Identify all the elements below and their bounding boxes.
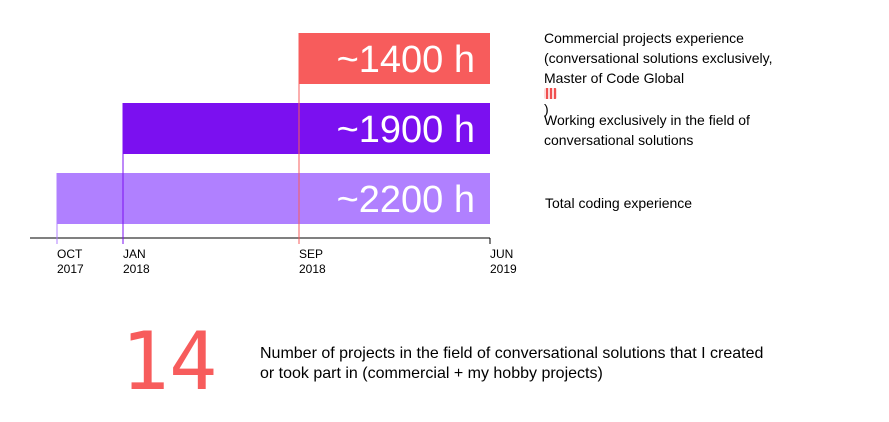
tick-label-0-year: 2017 (57, 262, 84, 276)
tick-label-0-month: OCT (57, 247, 83, 261)
description-total: Total coding experience (545, 193, 692, 213)
projects-description: Number of projects in the field of conve… (260, 344, 763, 384)
projects-description-line1: Number of projects in the field of conve… (260, 345, 764, 362)
bar-label-1: ~1900 h (337, 109, 475, 151)
company-name: Master of Code Global (544, 70, 685, 86)
tick-label-3-month: JUN (490, 247, 513, 261)
description-commercial-line1: Commercial projects experience (544, 30, 744, 46)
tick-label-2-year: 2018 (299, 262, 326, 276)
tick-label-1-year: 2018 (123, 262, 150, 276)
description-conversational: Working exclusively in the field of conv… (544, 110, 750, 150)
tick-label-1-month: JAN (123, 247, 146, 261)
description-commercial-line3: Master of Code Global ) (544, 68, 773, 119)
bar-1 (123, 103, 490, 154)
timeline-chart: ~1400 h~1900 h~2200 h OCT2017JAN2018SEP2… (30, 33, 517, 276)
description-commercial-line2: (conversational solutions exclusively, (544, 50, 773, 66)
description-commercial: Commercial projects experience (conversa… (544, 28, 773, 119)
bar-2 (57, 173, 490, 224)
description-conversational-line2: conversational solutions (544, 132, 694, 148)
bar-0 (299, 33, 490, 84)
tick-label-2-month: SEP (299, 247, 323, 261)
master-of-code-logo-icon (544, 88, 557, 99)
closing-paren: ) (544, 101, 549, 117)
projects-description-line2: or took part in (commercial + my hobby p… (260, 365, 603, 382)
bar-label-2: ~2200 h (337, 179, 475, 221)
description-total-line1: Total coding experience (545, 195, 693, 211)
description-conversational-line1: Working exclusively in the field of (544, 112, 750, 128)
tick-label-3-year: 2019 (490, 262, 517, 276)
bar-label-0: ~1400 h (337, 39, 475, 81)
projects-count: 14 (121, 315, 218, 408)
